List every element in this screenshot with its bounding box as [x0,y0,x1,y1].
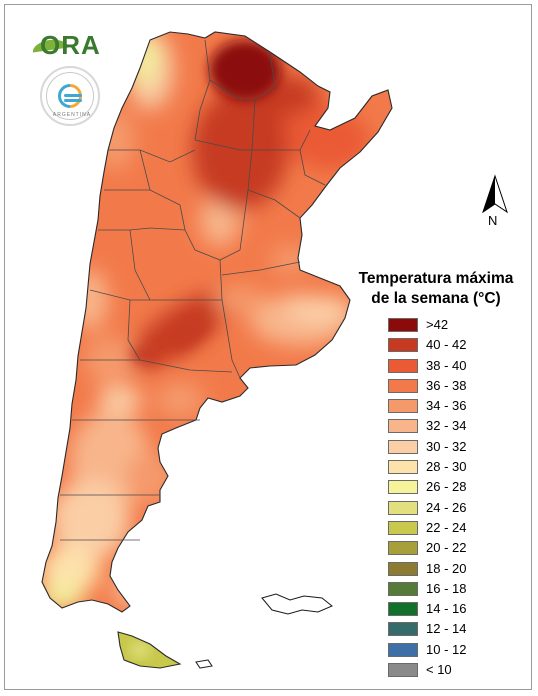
legend-swatch [388,663,418,678]
legend-label: 16 - 18 [426,580,467,596]
smn-ring [46,72,94,120]
legend-label: 40 - 42 [426,337,467,353]
legend-label: 12 - 14 [426,621,467,637]
legend-label: 22 - 24 [426,519,467,535]
legend-label: 14 - 16 [426,601,467,617]
ora-logo: ORA [31,30,104,60]
legend-swatch [388,338,418,353]
legend-swatch [388,642,418,657]
legend-swatch [388,602,418,617]
legend-label: 32 - 34 [426,418,467,434]
legend-label: 18 - 20 [426,560,467,576]
legend-swatch [388,561,418,576]
legend-label: 20 - 22 [426,540,467,556]
legend-label: 10 - 12 [426,641,467,657]
legend-label: >42 [426,317,449,332]
country-outline [41,31,393,669]
ora-logo-text: ORA [40,30,101,60]
map-frame [4,4,532,690]
legend-label: 24 - 26 [426,499,467,515]
province-borders [60,39,326,541]
legend-swatch [388,581,418,596]
north-label: N [488,213,498,228]
legend-swatch [388,520,418,535]
legend-swatch [388,541,418,556]
legend-label: 28 - 30 [426,459,467,475]
smn-country-text: ARGENTINA [52,112,92,118]
legend-swatch [388,399,418,414]
smn-logo: ARGENTINA [40,66,100,126]
legend-swatch [388,358,418,373]
legend-swatch [388,480,418,495]
legend-label: < 10 [426,662,452,678]
legend-swatch [388,460,418,475]
legend-swatch [388,378,418,393]
legend-title: Temperatura máxima de la semana (°C) [338,269,534,309]
legend-title-line1: Temperatura máxima [358,270,514,287]
legend-label: 30 - 32 [426,438,467,454]
legend-label: 34 - 36 [426,398,467,414]
legend-swatch [388,622,418,637]
north-arrow-icon [482,174,508,214]
legend-label: 38 - 40 [426,357,467,373]
legend-title-line2: de la semana (°C) [371,290,501,307]
legend-swatch [388,439,418,454]
legend-label: 26 - 28 [426,479,467,495]
islands [261,593,333,615]
legend-label: 36 - 38 [426,377,467,393]
legend-swatch [388,500,418,515]
legend-swatch [388,318,418,332]
legend-swatch [388,419,418,434]
